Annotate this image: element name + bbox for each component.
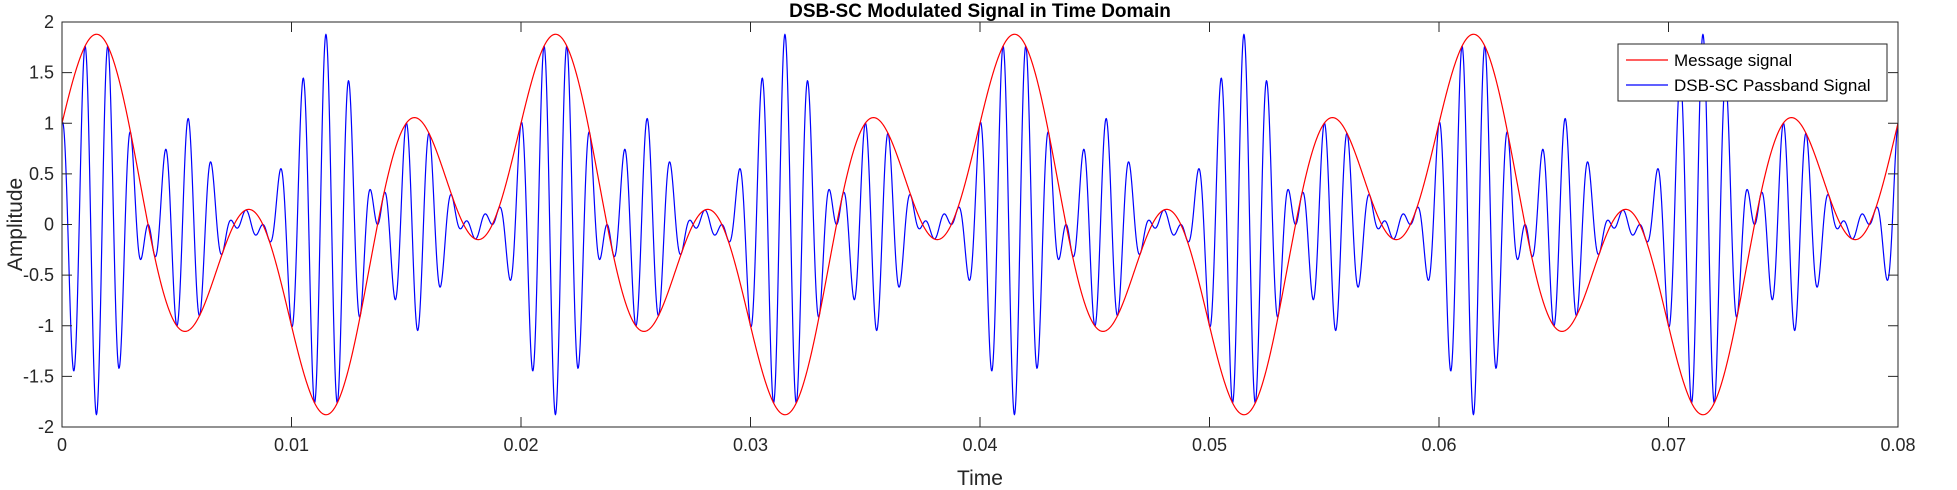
x-tick-label: 0.06 — [1421, 435, 1456, 455]
y-tick-label: 2 — [44, 12, 54, 32]
legend-entry-dsb-sc-passband-signal: DSB-SC Passband Signal — [1674, 76, 1871, 95]
y-tick-label: 0 — [44, 215, 54, 235]
y-tick-label: -1.5 — [23, 366, 54, 386]
chart-title: DSB-SC Modulated Signal in Time Domain — [789, 1, 1171, 22]
y-tick-label: -1 — [38, 316, 54, 336]
y-axis-label: Amplitude — [4, 178, 27, 271]
legend: Message signal DSB-SC Passband Signal — [1617, 43, 1888, 102]
series-layer — [62, 33, 1898, 416]
x-tick-label: 0.01 — [274, 435, 309, 455]
x-tick-label: 0 — [57, 435, 67, 455]
x-axis-label: Time — [957, 467, 1003, 490]
x-tick-label: 0.03 — [733, 435, 768, 455]
x-tick-label: 0.08 — [1880, 435, 1915, 455]
y-tick-label: 1.5 — [29, 63, 54, 83]
legend-box — [1617, 43, 1888, 102]
x-tick-label: 0.02 — [503, 435, 538, 455]
plot-area — [62, 22, 1898, 427]
y-tick-label: 0.5 — [29, 164, 54, 184]
y-tick-label: -2 — [38, 417, 54, 437]
x-tick-label: 0.07 — [1651, 435, 1686, 455]
y-tick-label: 1 — [44, 113, 54, 133]
x-tick-label: 0.04 — [962, 435, 997, 455]
legend-entry-message-signal: Message signal — [1674, 51, 1792, 70]
series-line-message-signal — [62, 33, 1898, 416]
y-tick-label: -0.5 — [23, 265, 54, 285]
x-tick-label: 0.05 — [1192, 435, 1227, 455]
axes-layer: 0 0.01 0.02 0.03 0.04 0.05 0.06 0.07 0.08 -2 -1.5 -… — [23, 12, 1916, 455]
